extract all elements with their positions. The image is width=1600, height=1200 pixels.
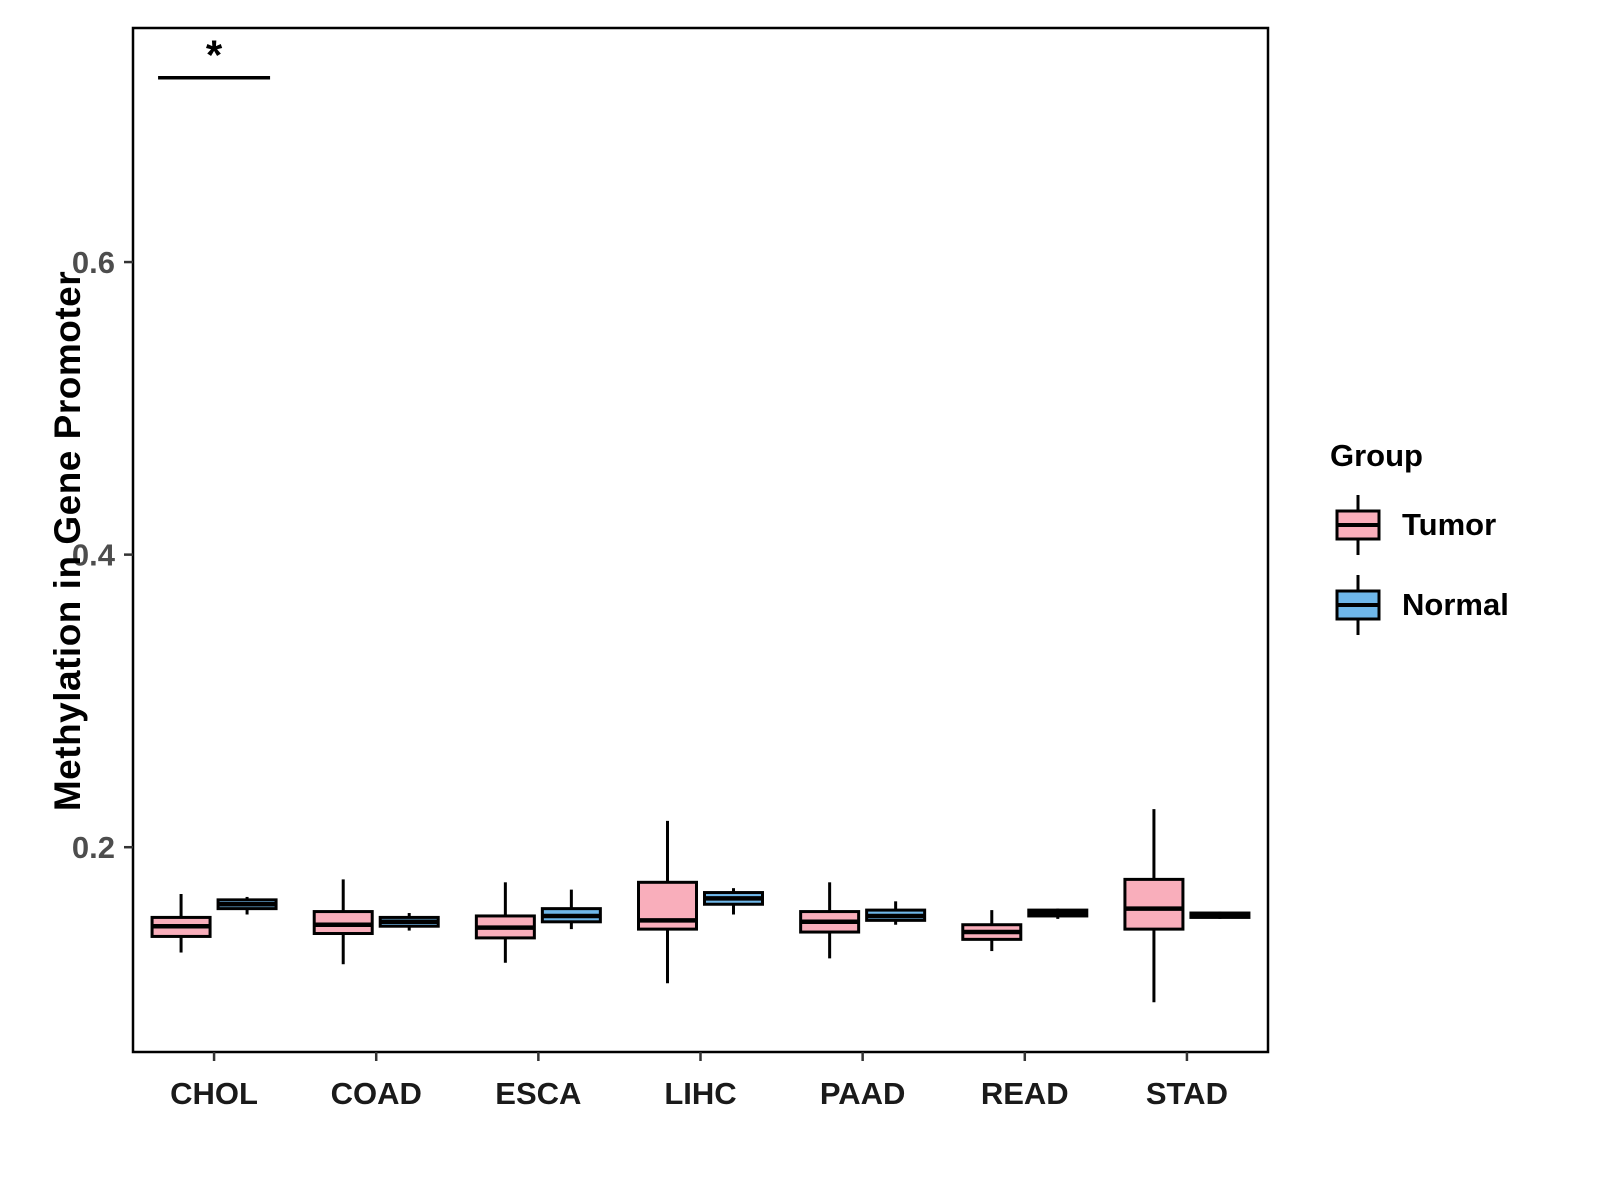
y-tick-label: 0.6 bbox=[72, 245, 115, 280]
y-tick-label: 0.4 bbox=[72, 538, 116, 573]
x-tick-label: CHOL bbox=[170, 1076, 258, 1111]
x-tick-label: LIHC bbox=[664, 1076, 736, 1111]
legend-item-tumor: Tumor bbox=[1330, 492, 1509, 558]
significance-star: * bbox=[206, 32, 223, 79]
tumor-box-STAD bbox=[1123, 877, 1185, 931]
legend-label-normal: Normal bbox=[1402, 587, 1509, 622]
y-axis-title: Methylation in Gene Promoter bbox=[47, 270, 88, 812]
x-tick-label: COAD bbox=[331, 1076, 422, 1111]
x-tick-label: PAAD bbox=[820, 1076, 906, 1111]
x-tick-label: READ bbox=[981, 1076, 1069, 1111]
x-tick-label: STAD bbox=[1146, 1076, 1228, 1111]
legend-item-normal: Normal bbox=[1330, 572, 1509, 638]
tumor-boxplot-icon bbox=[1335, 495, 1381, 555]
normal-boxplot-icon bbox=[1335, 575, 1381, 635]
legend-label-tumor: Tumor bbox=[1402, 507, 1497, 542]
legend-title: Group bbox=[1330, 438, 1423, 473]
legend: Group Tumor Normal bbox=[1330, 438, 1509, 652]
panel-border bbox=[131, 26, 1270, 1054]
x-tick-label: ESCA bbox=[495, 1076, 581, 1111]
y-tick-label: 0.2 bbox=[72, 830, 115, 865]
